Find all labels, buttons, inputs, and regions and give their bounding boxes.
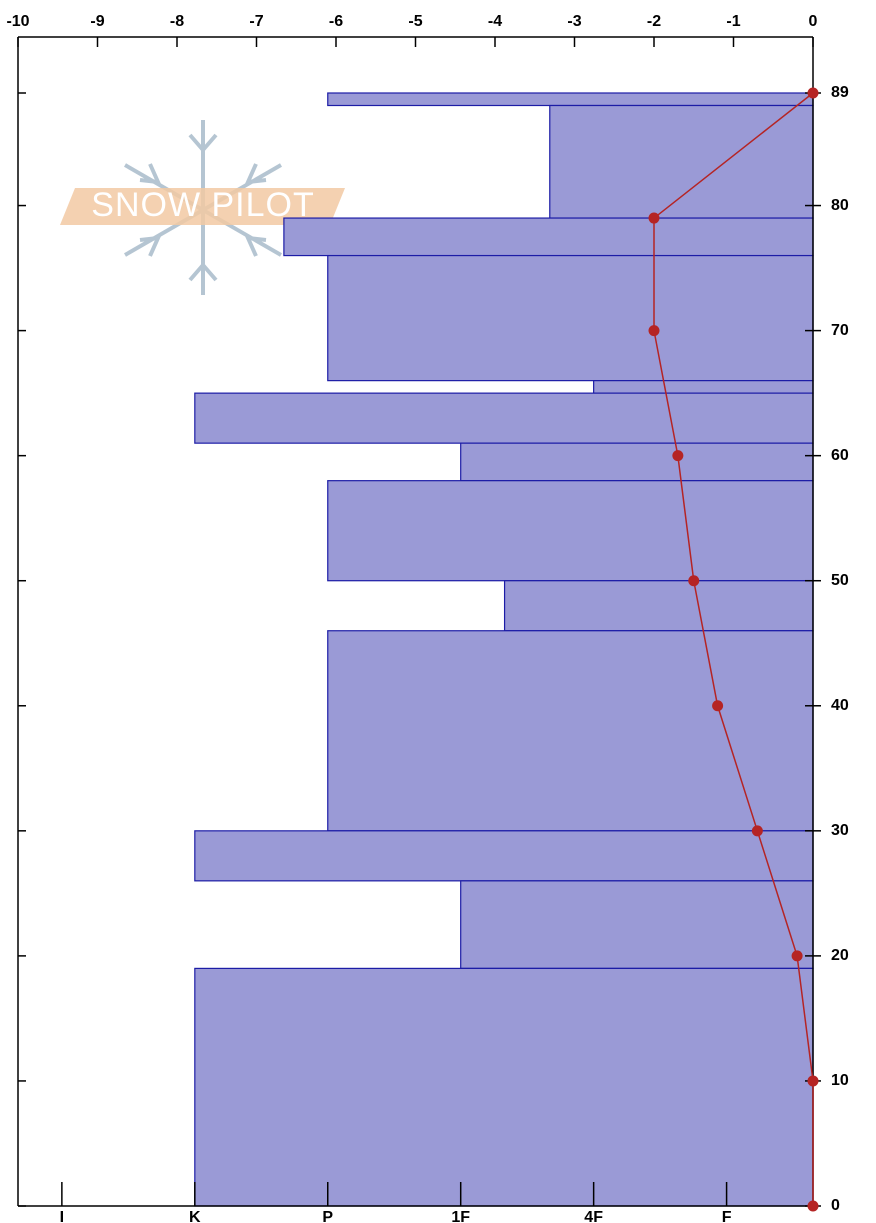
y-tick-label: 0 [831, 1197, 840, 1214]
x-tick-label: 0 [809, 13, 818, 30]
temperature-line [653, 92, 814, 1206]
x-tick-label: -5 [408, 13, 422, 30]
y-tick-label: 40 [831, 697, 849, 714]
y-tick-label: 10 [831, 1072, 849, 1089]
x-tick-label: -10 [6, 13, 29, 30]
hardness-tick-label: K [189, 1209, 201, 1223]
layer-bar [503, 580, 814, 632]
temperature-point [807, 1075, 819, 1087]
x-tick-label: -8 [170, 13, 184, 30]
temperature-point [648, 325, 660, 337]
temperature-point [648, 212, 660, 224]
layer-bar [327, 254, 814, 382]
layer-bar [327, 630, 814, 832]
temperature-point [751, 825, 763, 837]
x-tick-label: -6 [329, 13, 343, 30]
y-tick-label: 20 [831, 947, 849, 964]
hardness-tick-label: F [722, 1209, 732, 1223]
temperature-point [688, 575, 700, 587]
layer-bar [327, 92, 814, 107]
x-tick-label: -1 [726, 13, 740, 30]
hardness-tick-label: 1F [451, 1209, 470, 1223]
hardness-tick-label: 4F [584, 1209, 603, 1223]
temperature-point [712, 700, 724, 712]
y-tick-label: 60 [831, 447, 849, 464]
layer-bar [194, 392, 814, 444]
temperature-point [807, 1200, 819, 1212]
x-tick-label: -7 [249, 13, 263, 30]
y-tick-label: 50 [831, 572, 849, 589]
y-tick-label: 30 [831, 822, 849, 839]
hardness-tick-label: P [322, 1209, 333, 1223]
watermark-band [60, 188, 345, 225]
layer-bar [194, 967, 814, 1207]
y-tick-label: 80 [831, 197, 849, 214]
temperature-point [807, 87, 819, 99]
x-tick-label: -9 [90, 13, 104, 30]
layer-bar [593, 380, 814, 394]
layer-bar [327, 480, 814, 582]
layer-bar [283, 217, 814, 257]
layer-bar [194, 830, 814, 882]
layer-bar [460, 880, 814, 969]
layer-bar [549, 104, 814, 219]
y-tick-label: 89 [831, 84, 849, 101]
hardness-tick-label: I [60, 1209, 64, 1223]
temperature-point [672, 450, 684, 462]
temperature-point [791, 950, 803, 962]
watermark-text: SNOW PILOT [91, 186, 314, 224]
x-tick-label: -4 [488, 13, 502, 30]
x-tick-label: -3 [567, 13, 581, 30]
layer-bar [460, 442, 814, 482]
x-tick-label: -2 [647, 13, 661, 30]
y-tick-label: 70 [831, 322, 849, 339]
